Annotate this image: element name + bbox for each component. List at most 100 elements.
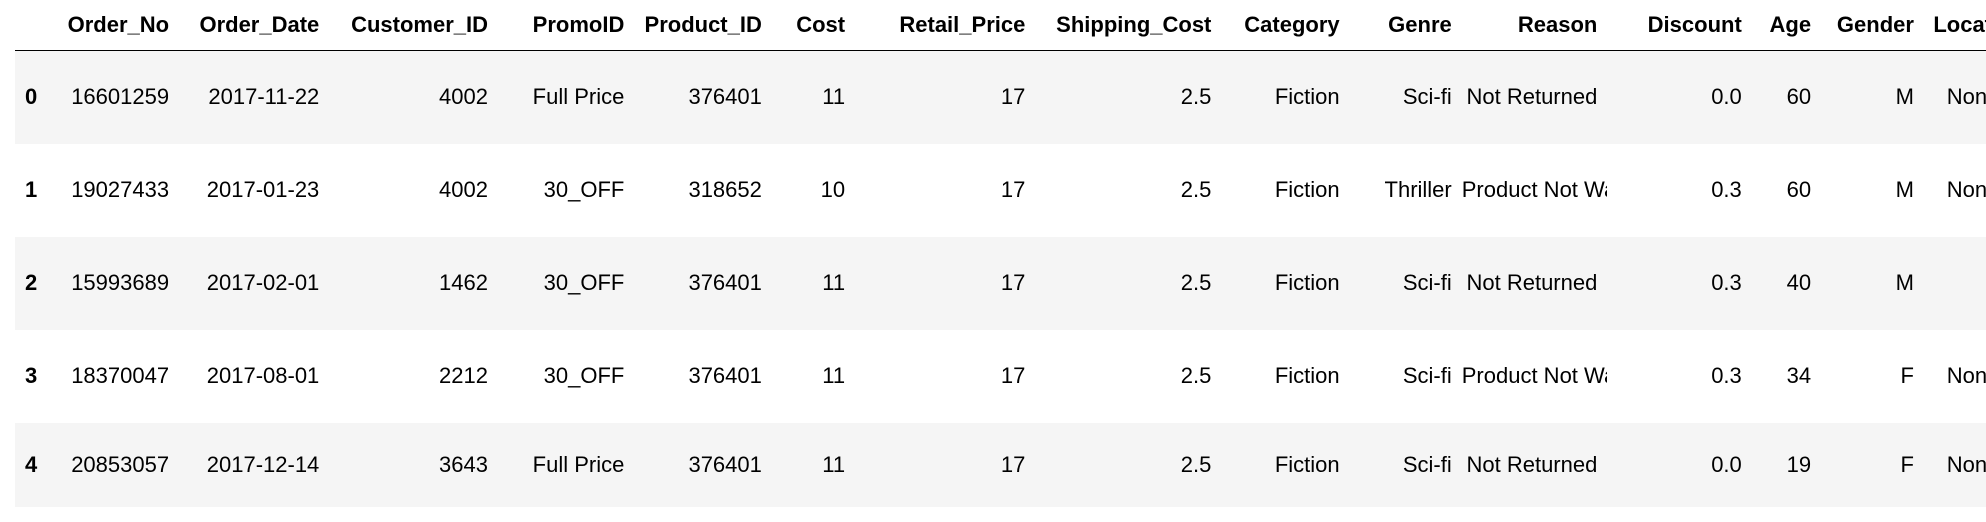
- cell-retail-price: 17: [1000, 270, 1026, 295]
- cell-order-date: 2017-08-01: [206, 363, 320, 388]
- cell-retail-price: 17: [1000, 84, 1026, 110]
- cell-location: US: [1924, 237, 1986, 330]
- row-index: 0: [25, 84, 38, 110]
- header-order-no: Order_No: [57, 0, 180, 51]
- cell-age: 60: [1786, 84, 1812, 110]
- cell-reason: Not Returned: [1466, 270, 1598, 295]
- header-order-date: Order_Date: [179, 0, 330, 51]
- cell-discount: 0.3: [1711, 270, 1742, 295]
- cell-promo-id: Full Price: [532, 451, 625, 477]
- cell-order-no: 18370047: [71, 363, 170, 388]
- cell-product-id: 376401: [688, 84, 762, 110]
- cell-gender: F: [1900, 363, 1914, 388]
- cell-order-date: 2017-12-14: [206, 451, 320, 477]
- cell-genre: Sci-fi: [1402, 363, 1452, 388]
- cell-genre: Sci-fi: [1402, 270, 1452, 295]
- header-category: Category: [1221, 0, 1350, 51]
- cell-order-no: 19027433: [71, 177, 170, 202]
- cell-order-no: 20853057: [71, 451, 170, 477]
- cell-customer-id: 2212: [439, 363, 488, 388]
- dataframe-table: Order_No Order_Date Customer_ID PromoID …: [15, 0, 1986, 507]
- cell-retail-price: 17: [1000, 177, 1026, 202]
- cell-promo-id: Full Price: [532, 84, 625, 110]
- cell-shipping-cost: 2.5: [1180, 84, 1212, 110]
- cell-customer-id: 4002: [439, 177, 488, 202]
- cell-shipping-cost: 2.5: [1180, 363, 1212, 388]
- row-index: 2: [25, 270, 38, 295]
- header-cost: Cost: [771, 0, 856, 51]
- cell-age: 60: [1786, 177, 1812, 202]
- cell-cost: 11: [822, 363, 846, 388]
- cell-shipping-cost: 2.5: [1180, 177, 1212, 202]
- row-index: 3: [25, 363, 38, 388]
- header-promo-id: PromoID: [498, 0, 635, 51]
- header-index: [15, 0, 58, 51]
- cell-reason: Product Not Wanted: [1461, 177, 1608, 202]
- cell-category: Fiction: [1274, 363, 1340, 388]
- cell-location: Non-US: [1946, 177, 1986, 202]
- cell-gender: M: [1895, 84, 1914, 110]
- header-discount: Discount: [1607, 0, 1752, 51]
- header-customer-id: Customer_ID: [329, 0, 498, 51]
- table-row: 4 20853057 2017-12-14 3643 Full Price 37…: [15, 422, 1986, 507]
- header-gender: Gender: [1821, 0, 1924, 51]
- cell-reason: Product Not Wanted: [1461, 363, 1608, 388]
- cell-shipping-cost: 2.5: [1180, 451, 1212, 477]
- cell-product-id: 318652: [688, 177, 762, 202]
- cell-cost: 11: [822, 84, 846, 110]
- header-product-id: Product_ID: [634, 0, 772, 51]
- cell-category: Fiction: [1274, 177, 1340, 202]
- header-retail-price: Retail_Price: [855, 0, 1036, 51]
- table-row: 3 18370047 2017-08-01 2212 30_OFF 376401…: [15, 329, 1986, 423]
- cell-customer-id: 1462: [439, 270, 488, 295]
- cell-order-no: 15993689: [71, 270, 170, 295]
- cell-genre: Thriller: [1384, 177, 1452, 202]
- cell-category: Fiction: [1274, 270, 1340, 295]
- cell-discount: 0.3: [1711, 177, 1742, 202]
- cell-retail-price: 17: [1000, 451, 1026, 477]
- cell-reason: Not Returned: [1466, 451, 1598, 477]
- header-location: Location: [1923, 0, 1986, 51]
- cell-genre: Sci-fi: [1402, 451, 1452, 477]
- header-row: Order_No Order_Date Customer_ID PromoID …: [15, 0, 1986, 51]
- cell-promo-id: 30_OFF: [543, 177, 625, 202]
- cell-product-id: 376401: [688, 451, 762, 477]
- cell-order-no: 16601259: [71, 84, 170, 110]
- cell-product-id: 376401: [688, 363, 762, 388]
- cell-cost: 11: [822, 451, 846, 477]
- cell-order-date: 2017-02-01: [206, 270, 320, 295]
- table-row: 1 19027433 2017-01-23 4002 30_OFF 318652…: [15, 143, 1986, 237]
- cell-customer-id: 3643: [439, 451, 488, 477]
- row-index: 1: [25, 177, 38, 202]
- cell-promo-id: 30_OFF: [543, 270, 625, 295]
- cell-age: 34: [1786, 363, 1812, 388]
- cell-location: Non-US: [1946, 451, 1986, 477]
- cell-cost: 11: [822, 270, 846, 295]
- cell-shipping-cost: 2.5: [1180, 270, 1212, 295]
- cell-order-date: 2017-01-23: [206, 177, 320, 202]
- row-index: 4: [25, 451, 38, 477]
- header-age: Age: [1751, 0, 1822, 51]
- cell-location: Non-US: [1946, 363, 1986, 388]
- cell-age: 19: [1786, 451, 1812, 477]
- cell-discount: 0.0: [1711, 451, 1742, 477]
- cell-discount: 0.0: [1711, 84, 1742, 110]
- cell-product-id: 376401: [688, 270, 762, 295]
- cell-customer-id: 4002: [439, 84, 488, 110]
- header-genre: Genre: [1349, 0, 1462, 51]
- cell-discount: 0.3: [1711, 363, 1742, 388]
- header-reason: Reason: [1461, 0, 1608, 51]
- cell-gender: M: [1895, 270, 1914, 295]
- header-shipping-cost: Shipping_Cost: [1035, 0, 1222, 51]
- cell-location: Non-US: [1946, 84, 1986, 110]
- cell-cost: 10: [820, 177, 846, 202]
- cell-genre: Sci-fi: [1402, 84, 1452, 110]
- cell-category: Fiction: [1274, 451, 1340, 477]
- cell-category: Fiction: [1274, 84, 1340, 110]
- table-row: 2 15993689 2017-02-01 1462 30_OFF 376401…: [15, 236, 1986, 330]
- cell-reason: Not Returned: [1466, 84, 1598, 110]
- cell-order-date: 2017-11-22: [208, 84, 320, 110]
- cell-age: 40: [1786, 270, 1812, 295]
- table-row: 0 16601259 2017-11-22 4002 Full Price 37…: [15, 50, 1986, 144]
